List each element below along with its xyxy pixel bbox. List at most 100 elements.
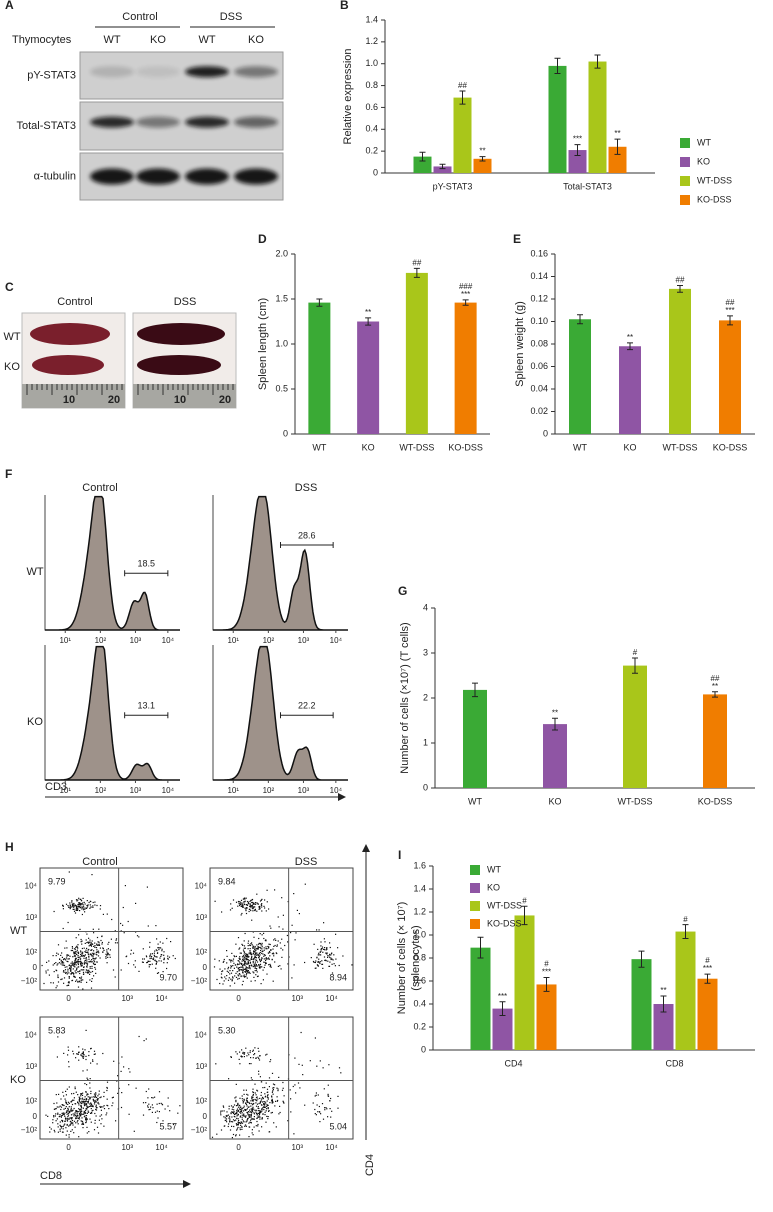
event-dot: [66, 966, 68, 968]
event-dot: [251, 919, 253, 921]
event-dot: [257, 1125, 259, 1127]
event-dot: [268, 1110, 270, 1112]
event-dot: [77, 1120, 79, 1122]
event-dot: [252, 1103, 254, 1105]
event-dot: [279, 942, 281, 944]
event-dot: [69, 967, 71, 970]
event-dot: [88, 1054, 90, 1057]
event-dot: [252, 1099, 254, 1101]
event-dot: [154, 959, 156, 961]
event-dot: [72, 1053, 75, 1055]
event-dot: [318, 954, 320, 956]
event-dot: [142, 1102, 145, 1104]
event-dot: [242, 898, 244, 900]
event-dot: [309, 1060, 311, 1062]
event-dot: [250, 1114, 252, 1116]
event-dot: [230, 1121, 232, 1123]
event-dot: [156, 952, 159, 954]
event-dot: [64, 969, 67, 971]
event-dot: [249, 968, 251, 970]
event-dot: [314, 1113, 316, 1115]
event-dot: [317, 1111, 319, 1113]
event-dot: [258, 1057, 260, 1060]
error-bar: [365, 317, 372, 326]
event-dot: [72, 1099, 74, 1101]
event-dot: [65, 972, 67, 974]
event-dot: [77, 1053, 79, 1055]
event-dot: [97, 955, 100, 957]
event-dot: [282, 914, 284, 916]
event-dot: [82, 1048, 84, 1050]
event-dot: [74, 963, 76, 965]
y-tick-label: 2.0: [275, 248, 288, 258]
event-dot: [57, 1036, 59, 1038]
event-dot: [73, 1097, 75, 1099]
event-dot: [79, 1097, 81, 1099]
event-dot: [80, 964, 82, 966]
event-dot: [253, 959, 255, 961]
event-dot: [330, 954, 332, 956]
event-dot: [108, 941, 110, 943]
event-dot: [74, 1115, 76, 1117]
event-dot: [253, 947, 255, 949]
event-dot: [86, 1069, 88, 1071]
event-dot: [230, 972, 233, 974]
event-dot: [276, 944, 278, 946]
bar: [454, 302, 477, 434]
event-dot: [260, 966, 262, 968]
event-dot: [79, 1115, 81, 1117]
event-dot: [238, 960, 240, 962]
event-dot: [270, 927, 272, 929]
event-dot: [76, 905, 78, 907]
event-dot: [232, 977, 234, 979]
event-dot: [239, 962, 241, 964]
event-dot: [271, 959, 273, 961]
event-dot: [101, 935, 103, 937]
event-dot: [99, 957, 101, 959]
spleen: [32, 355, 104, 375]
error-bar: [614, 138, 621, 155]
event-dot: [77, 944, 79, 946]
event-dot: [95, 1101, 97, 1103]
event-dot: [244, 1052, 246, 1054]
event-dot: [55, 1120, 57, 1122]
event-dot: [69, 908, 71, 910]
event-dot: [159, 957, 161, 959]
event-dot: [84, 951, 86, 953]
event-dot: [85, 1112, 87, 1114]
event-dot: [282, 949, 284, 951]
event-dot: [77, 909, 79, 911]
event-dot: [245, 976, 247, 978]
event-dot: [66, 1113, 68, 1115]
event-dot: [72, 1124, 74, 1126]
event-dot: [249, 1111, 251, 1113]
event-dot: [252, 1106, 254, 1108]
event-dot: [314, 1037, 316, 1039]
event-dot: [260, 947, 262, 949]
significance: **: [552, 708, 558, 717]
event-dot: [93, 1093, 96, 1095]
event-dot: [80, 1054, 82, 1056]
event-dot: [337, 947, 339, 949]
event-dot: [157, 947, 159, 949]
flow-tick-label: 10⁴: [25, 881, 38, 890]
event-dot: [73, 973, 75, 975]
event-dot: [248, 1102, 251, 1105]
event-dot: [97, 941, 99, 943]
event-dot: [73, 910, 76, 912]
event-dot: [94, 958, 96, 960]
event-dot: [256, 902, 258, 904]
event-dot: [75, 937, 77, 939]
event-dot: [67, 958, 69, 960]
event-dot: [313, 943, 315, 945]
event-dot: [237, 1109, 240, 1112]
event-dot: [241, 1112, 243, 1114]
event-dot: [79, 928, 81, 930]
event-dot: [90, 1102, 92, 1104]
event-dot: [58, 1106, 60, 1108]
event-dot: [282, 1081, 284, 1084]
event-dot: [77, 908, 79, 910]
event-dot: [264, 964, 266, 966]
event-dot: [130, 949, 132, 951]
